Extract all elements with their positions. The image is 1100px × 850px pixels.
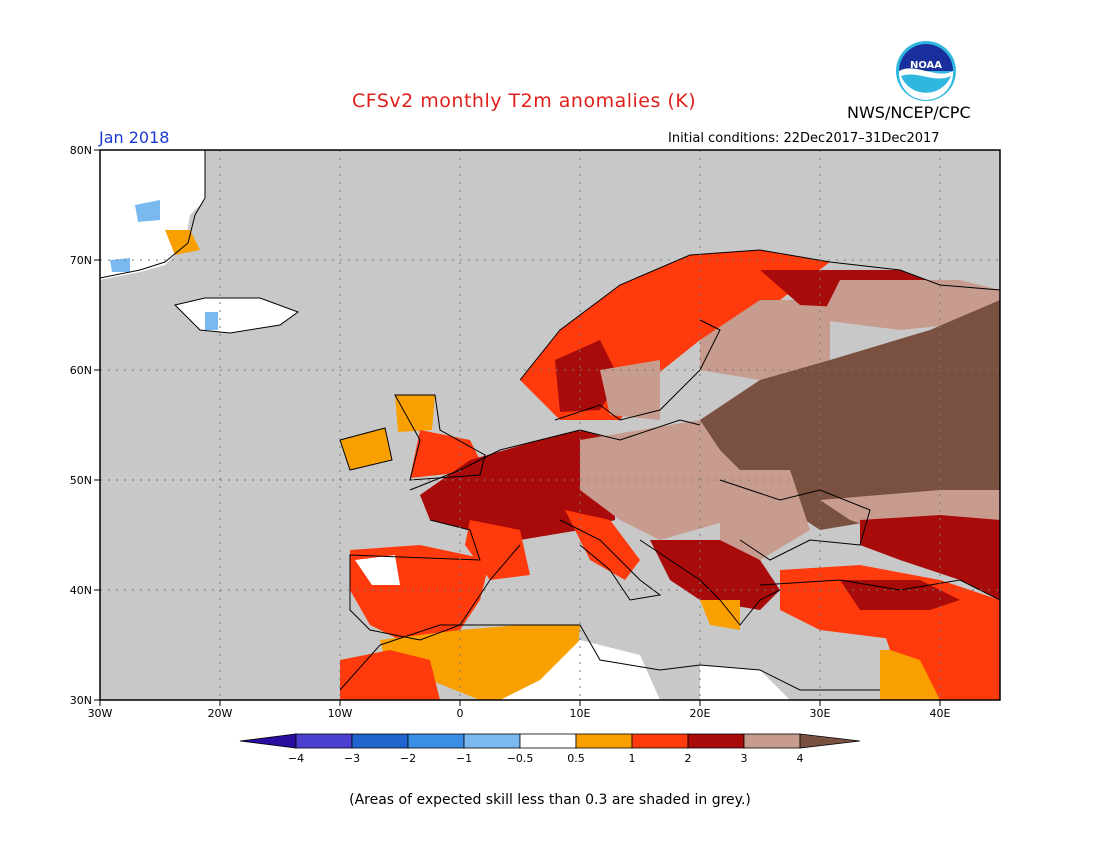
caucasus-darkred xyxy=(860,515,1000,600)
black-sea-light xyxy=(820,490,1000,530)
morocco-red xyxy=(340,650,440,700)
iberia-red xyxy=(350,545,490,640)
turkey-red xyxy=(780,565,1000,640)
iceland-white xyxy=(175,298,298,333)
legend-swatch xyxy=(351,733,409,749)
north-africa-orange xyxy=(380,625,580,700)
legend-swatch xyxy=(295,733,353,749)
anomaly-field xyxy=(100,150,1000,700)
legend-label: 2 xyxy=(685,752,692,765)
legend-label: 1 xyxy=(629,752,636,765)
map-frame xyxy=(100,150,1000,700)
north-russia-darkred xyxy=(760,270,940,310)
lat-label: 50N xyxy=(70,474,92,487)
graticule xyxy=(100,150,1000,700)
lon-label: 10W xyxy=(328,707,353,720)
logo-text: NOAA xyxy=(910,60,942,71)
legend-swatch xyxy=(239,733,297,749)
lon-label: 20W xyxy=(208,707,233,720)
lon-labels: 30W 20W 10W 0 10E 20E 30E 40E xyxy=(88,707,951,720)
legend-swatch xyxy=(407,733,465,749)
legend-swatch xyxy=(575,733,633,749)
lat-labels: 80N 70N 60N 50N 40N 30N xyxy=(70,144,92,707)
lon-label: 10E xyxy=(570,707,591,720)
lon-label: 30W xyxy=(88,707,113,720)
lon-label: 40E xyxy=(930,707,951,720)
egypt-white xyxy=(700,665,790,700)
north-russia-light xyxy=(820,280,1000,330)
italy-red xyxy=(565,510,640,580)
france-red xyxy=(465,520,530,580)
legend-label: −4 xyxy=(288,752,304,765)
legend-swatch xyxy=(463,733,521,749)
greenland-blue xyxy=(110,258,130,272)
lat-label: 30N xyxy=(70,694,92,707)
legend-label: −1 xyxy=(456,752,472,765)
forecast-month: Jan 2018 xyxy=(99,128,170,147)
lon-label: 30E xyxy=(810,707,831,720)
legend-label: 0.5 xyxy=(567,752,585,765)
color-legend xyxy=(239,733,861,749)
skill-footnote: (Areas of expected skill less than 0.3 a… xyxy=(349,792,751,808)
legend-label: 3 xyxy=(741,752,748,765)
turkey-darkred xyxy=(840,580,960,610)
scandinavia-darkred xyxy=(555,340,620,412)
legend-swatch xyxy=(799,733,861,749)
iberia-white xyxy=(355,555,400,585)
greenland-blue-2 xyxy=(135,200,160,222)
balkans-darkred xyxy=(650,540,780,610)
lat-label: 60N xyxy=(70,364,92,377)
sweden-brown-light xyxy=(600,360,660,420)
greenland-orange xyxy=(165,230,200,255)
map-title: CFSv2 monthly T2m anomalies (K) xyxy=(352,90,697,112)
middle-east-red xyxy=(880,615,1000,700)
legend-label: 4 xyxy=(797,752,804,765)
lat-label: 40N xyxy=(70,584,92,597)
legend-swatch xyxy=(631,733,689,749)
legend-label: −3 xyxy=(344,752,360,765)
lat-label: 80N xyxy=(70,144,92,157)
coastlines xyxy=(100,150,1000,691)
legend-swatch xyxy=(519,733,577,749)
central-europe-light xyxy=(580,420,770,540)
legend-swatch xyxy=(743,733,801,749)
libya-white xyxy=(500,640,660,700)
legend-label: −2 xyxy=(400,752,416,765)
agency-label: NWS/NCEP/CPC xyxy=(847,103,971,122)
legend-swatch xyxy=(687,733,745,749)
lon-label: 20E xyxy=(690,707,711,720)
lat-label: 70N xyxy=(70,254,92,267)
initial-conditions: Initial conditions: 22Dec2017–31Dec2017 xyxy=(668,131,940,146)
uk-orange xyxy=(395,395,435,432)
scandinavia-red xyxy=(520,250,830,420)
middle-east-orange xyxy=(880,650,940,700)
finland-brown-light xyxy=(700,300,830,380)
legend-labels: −4 −3 −2 −1 −0.5 0.5 1 2 3 4 xyxy=(288,752,804,765)
uk-red xyxy=(410,430,485,478)
ukraine-light xyxy=(720,470,810,560)
legend-label: −0.5 xyxy=(507,752,534,765)
lon-label: 0 xyxy=(457,707,464,720)
greece-orange xyxy=(700,600,740,630)
iceland-blue xyxy=(205,312,218,330)
russia-brown xyxy=(700,300,1000,530)
benelux-france-darkred xyxy=(420,430,615,540)
noaa-logo: NOAA xyxy=(896,41,956,101)
ireland-orange xyxy=(340,428,392,470)
greenland-white xyxy=(100,150,205,280)
